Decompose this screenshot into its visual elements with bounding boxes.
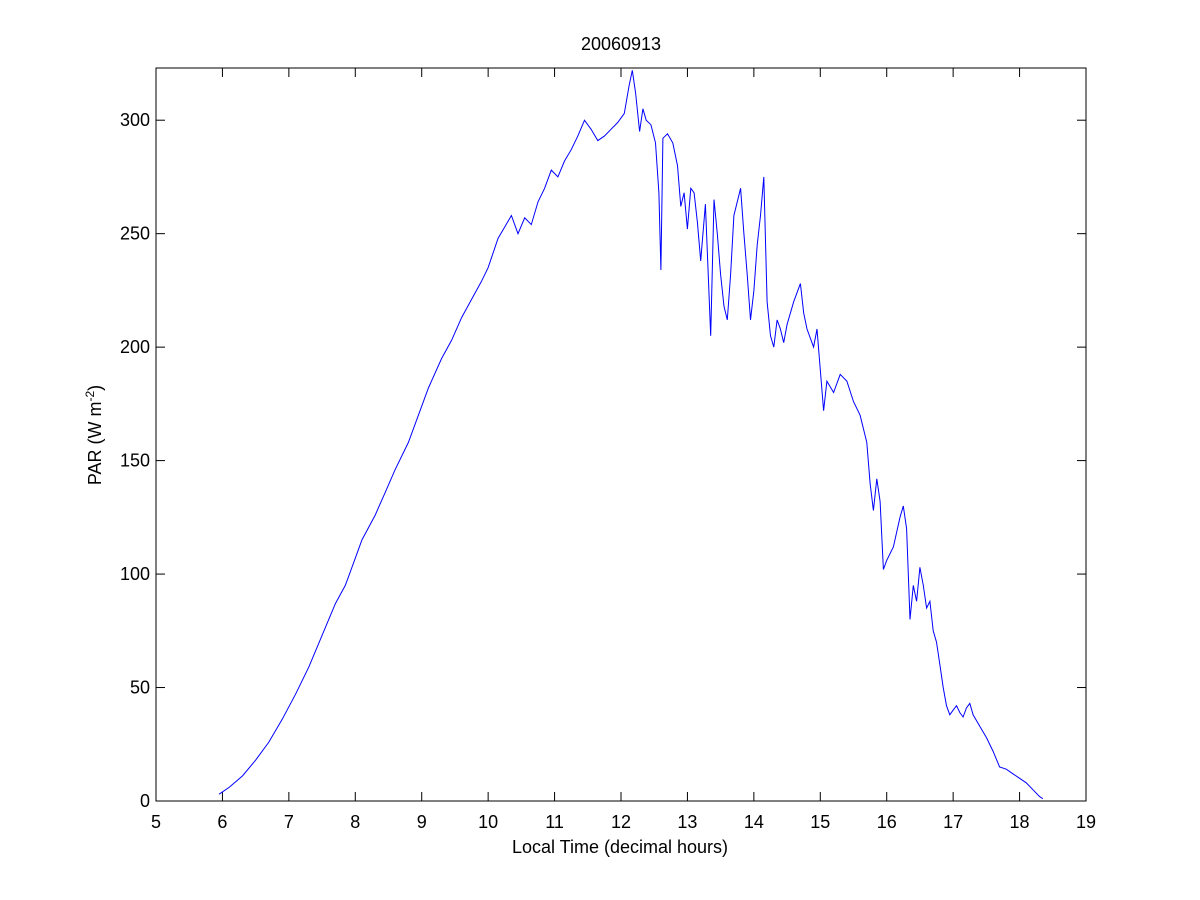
y-tick-label: 100 [120, 564, 150, 584]
y-tick-label: 50 [130, 678, 150, 698]
y-tick-label: 300 [120, 110, 150, 130]
y-axis-label-exponent: -2 [83, 391, 97, 402]
chart-title: 20060913 [581, 34, 661, 54]
axis-ticks [155, 68, 1087, 802]
par-series-line [218, 70, 1044, 800]
x-tick-label: 5 [151, 812, 161, 832]
x-tick-label: 6 [217, 812, 227, 832]
x-tick-label: 15 [810, 812, 830, 832]
x-tick-label: 10 [478, 812, 498, 832]
x-tick-label: 8 [350, 812, 360, 832]
y-tick-label: 0 [140, 791, 150, 811]
y-tick-label: 200 [120, 337, 150, 357]
y-axis-label-close: ) [85, 385, 105, 391]
plot-area [155, 67, 1087, 802]
y-tick-label: 250 [120, 224, 150, 244]
x-tick-label: 14 [744, 812, 764, 832]
x-tick-label: 18 [1010, 812, 1030, 832]
x-tick-label: 19 [1076, 812, 1096, 832]
y-axis-label-main: PAR (W m [85, 402, 105, 486]
x-axis-label: Local Time (decimal hours) [512, 837, 728, 857]
x-tick-label: 7 [284, 812, 294, 832]
y-axis-label: PAR (W m-2) [83, 385, 105, 485]
x-tick-label: 17 [943, 812, 963, 832]
x-tick-label: 13 [677, 812, 697, 832]
x-tick-label: 11 [545, 812, 564, 832]
x-tick-label: 9 [417, 812, 427, 832]
axis-tick-labels: 5 6 7 8 9 10 11 12 13 14 15 16 17 18 19 0 50 100 150 200 250… [120, 110, 1096, 832]
x-tick-label: 16 [877, 812, 897, 832]
y-tick-label: 150 [120, 451, 150, 471]
x-tick-label: 12 [611, 812, 631, 832]
